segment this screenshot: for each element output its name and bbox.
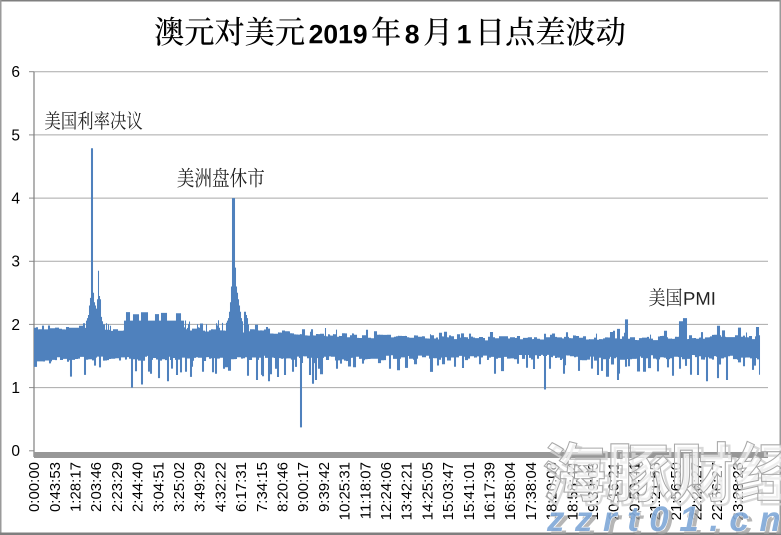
svg-text:3:25:02: 3:25:02 [171, 462, 188, 512]
svg-text:2: 2 [11, 317, 20, 334]
svg-text:6:17:31: 6:17:31 [233, 462, 250, 512]
svg-text:16:17:39: 16:17:39 [482, 462, 499, 520]
svg-text:3:49:29: 3:49:29 [192, 462, 209, 512]
svg-text:2:44:40: 2:44:40 [130, 462, 147, 512]
svg-text:5: 5 [11, 127, 20, 144]
svg-text:3:04:51: 3:04:51 [150, 462, 167, 512]
svg-text:3: 3 [11, 254, 20, 271]
svg-text:2:03:46: 2:03:46 [88, 462, 105, 512]
svg-text:7:34:15: 7:34:15 [254, 462, 271, 512]
svg-text:15:41:01: 15:41:01 [461, 462, 478, 520]
svg-text:9:00:17: 9:00:17 [295, 462, 312, 512]
svg-text:1: 1 [11, 380, 20, 397]
svg-text:12:24:06: 12:24:06 [378, 462, 395, 520]
svg-text:15:03:47: 15:03:47 [440, 462, 457, 520]
svg-text:14:25:05: 14:25:05 [419, 462, 436, 520]
svg-text:17:38:04: 17:38:04 [523, 462, 540, 520]
svg-text:13:42:21: 13:42:21 [399, 462, 416, 520]
svg-text:10:25:31: 10:25:31 [337, 462, 354, 520]
svg-text:zzrt01.cn: zzrt01.cn [550, 503, 781, 535]
svg-text:8:20:46: 8:20:46 [275, 462, 292, 512]
svg-text:11:18:07: 11:18:07 [357, 462, 374, 519]
svg-text:0:00:00: 0:00:00 [26, 462, 43, 512]
svg-text:16:58:04: 16:58:04 [502, 462, 519, 520]
svg-text:zzrt01.cn: zzrt01.cn [546, 500, 781, 535]
svg-text:4: 4 [11, 191, 20, 208]
svg-text:9:39:42: 9:39:42 [316, 462, 333, 512]
svg-text:4:32:22: 4:32:22 [212, 462, 229, 512]
svg-text:0: 0 [11, 443, 20, 460]
svg-text:1:28:17: 1:28:17 [68, 462, 85, 512]
svg-text:2:23:29: 2:23:29 [109, 462, 126, 512]
svg-text:0:43:53: 0:43:53 [47, 462, 64, 512]
svg-text:6: 6 [11, 64, 20, 81]
